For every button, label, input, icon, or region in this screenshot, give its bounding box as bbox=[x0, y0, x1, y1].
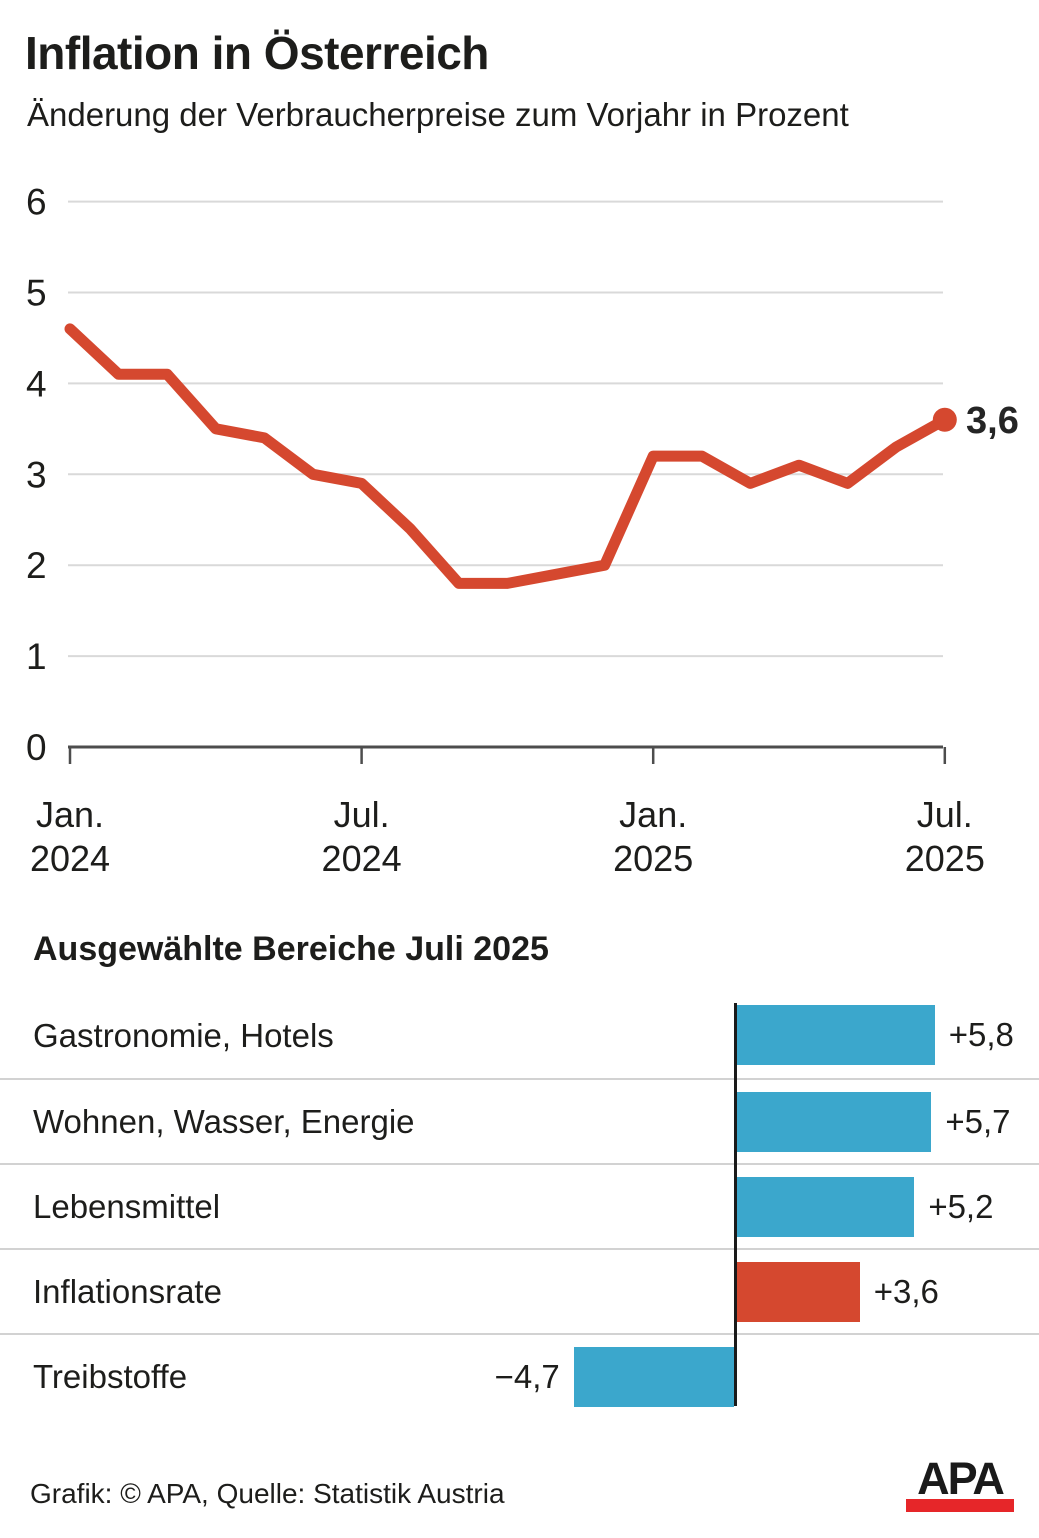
bar-row: Treibstoffe −4,7 bbox=[0, 1333, 1039, 1418]
bar-category-label: Treibstoffe bbox=[33, 1357, 188, 1395]
bar-row: Inflationsrate +3,6 bbox=[0, 1248, 1039, 1333]
bar-value-label: +3,6 bbox=[873, 1273, 939, 1310]
inflation-line bbox=[64, 323, 951, 589]
apa-logo-red-bar bbox=[906, 1499, 1014, 1512]
apa-logo-text: APA bbox=[917, 1453, 1005, 1504]
bar bbox=[737, 1262, 860, 1322]
y-axis-label: 2 bbox=[26, 545, 47, 586]
x-axis-label-year: 2024 bbox=[30, 838, 110, 879]
bar-value-label: +5,7 bbox=[945, 1103, 1011, 1140]
y-axis-label: 4 bbox=[26, 363, 47, 404]
inflation-line-chart: 6543210Jan.2024Jul.2024Jan.2025Jul.20253… bbox=[26, 182, 1019, 879]
apa-logo: APA bbox=[906, 1453, 1014, 1512]
bar bbox=[737, 1005, 935, 1065]
bar-category-label: Lebensmittel bbox=[33, 1187, 221, 1225]
x-axis-label-month: Jan. bbox=[619, 794, 687, 835]
bar-category-label: Gastronomie, Hotels bbox=[33, 1016, 334, 1054]
bar-value-label: +5,8 bbox=[948, 1016, 1014, 1053]
bar-row: Gastronomie, Hotels +5,8 bbox=[0, 993, 1039, 1078]
bar-section-heading: Ausgewählte Bereiche Juli 2025 bbox=[33, 930, 549, 968]
x-axis-label-month: Jul. bbox=[917, 794, 973, 835]
x-axis-label-year: 2025 bbox=[613, 838, 693, 879]
y-axis-label: 0 bbox=[26, 727, 47, 768]
bar-category-label: Wohnen, Wasser, Energie bbox=[33, 1102, 415, 1140]
y-axis-label: 3 bbox=[26, 454, 47, 495]
source-credit: Grafik: © APA, Quelle: Statistik Austria bbox=[30, 1478, 505, 1509]
y-axis-label: 6 bbox=[26, 182, 47, 223]
page-subtitle: Änderung der Verbraucherpreise zum Vorja… bbox=[27, 96, 849, 133]
x-axis-label-month: Jan. bbox=[36, 794, 104, 835]
y-axis-label: 1 bbox=[26, 636, 47, 677]
bar bbox=[573, 1347, 735, 1407]
sector-bar-chart: Gastronomie, Hotels +5,8 Wohnen, Wasser,… bbox=[0, 993, 1039, 1418]
bar-row: Wohnen, Wasser, Energie +5,7 bbox=[0, 1078, 1039, 1163]
bar-value-label: +5,2 bbox=[928, 1188, 994, 1225]
page-title: Inflation in Österreich bbox=[25, 27, 489, 79]
bar bbox=[737, 1177, 915, 1237]
x-axis-label-year: 2024 bbox=[322, 838, 402, 879]
x-axis-label-month: Jul. bbox=[334, 794, 390, 835]
x-axis-label-year: 2025 bbox=[905, 838, 985, 879]
bar-category-label: Inflationsrate bbox=[33, 1272, 222, 1310]
bar-value-label: −4,7 bbox=[494, 1358, 560, 1395]
bar-row: Lebensmittel +5,2 bbox=[0, 1163, 1039, 1248]
latest-value-label: 3,6 bbox=[966, 400, 1019, 442]
y-axis-label: 5 bbox=[26, 273, 47, 314]
latest-value-point bbox=[932, 407, 957, 432]
bar bbox=[737, 1092, 932, 1152]
bar-zero-axis bbox=[734, 1003, 737, 1406]
